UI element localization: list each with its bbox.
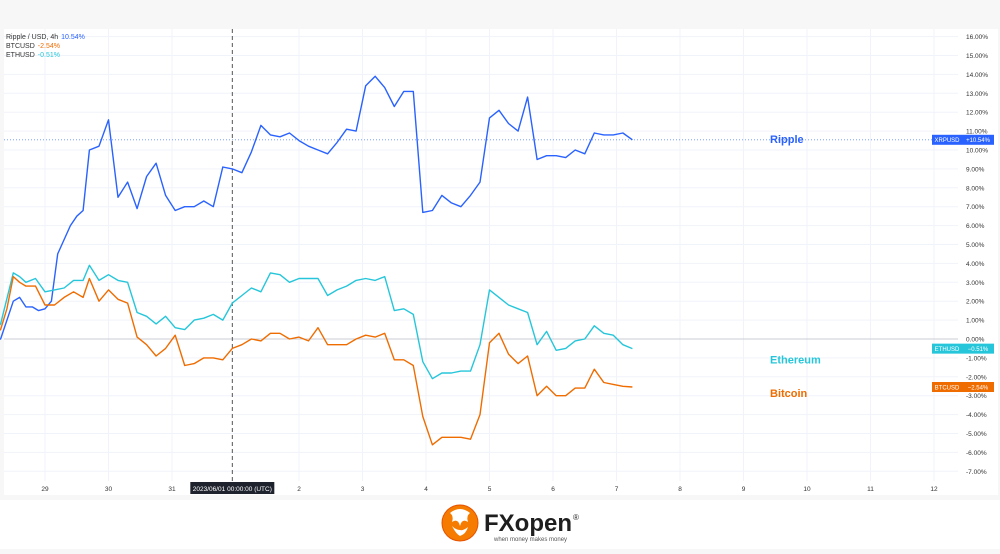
- x-tick-label: 30: [105, 486, 113, 493]
- y-tick-label: 2.00%: [966, 299, 985, 306]
- y-tick-label: -1.00%: [966, 355, 987, 362]
- x-tick-label: 9: [742, 486, 746, 493]
- y-tick-label: 4.00%: [966, 261, 985, 268]
- y-tick-label: 7.00%: [966, 204, 985, 211]
- y-tick-label: 12.00%: [966, 110, 988, 117]
- x-tick-label: 5: [488, 486, 492, 493]
- series-tag-symbol: [932, 134, 962, 145]
- legend-symbol: Ripple / USD, 4h: [6, 34, 59, 41]
- legend-value: -2.54%: [37, 43, 60, 50]
- registered-mark: ®: [573, 513, 579, 522]
- y-tick-label: -3.00%: [966, 393, 987, 400]
- x-tick-label: 10: [803, 486, 811, 493]
- chart-area: 16.00% 15.00% 14.00% 13.00% 12.00% 11.00% 10.0…: [0, 29, 998, 495]
- x-tick-label: 31: [168, 486, 176, 493]
- y-tick-label: 6.00%: [966, 223, 985, 230]
- y-tick-label: -2.00%: [966, 374, 987, 381]
- y-tick-label: 5.00%: [966, 242, 985, 249]
- x-tick-label: 12: [930, 486, 938, 493]
- series-tag-value: [962, 382, 994, 393]
- series-tag-value-text: +10.54%: [966, 138, 991, 144]
- crosshair-time-badge: [190, 482, 275, 494]
- legend-symbol: ETHUSD: [6, 52, 35, 59]
- brand-tagline: when money makes money: [493, 537, 567, 543]
- series-tag-value-text: −2.54%: [968, 385, 989, 391]
- legend-row-ripple: Ripple / USD, 4h 10.54%: [6, 33, 88, 42]
- legend-row-btc: BTCUSD -2.54%: [6, 42, 88, 51]
- x-tick-label: 4: [424, 486, 428, 493]
- y-tick-label: 8.00%: [966, 185, 985, 192]
- x-tick-label: 11: [867, 486, 874, 493]
- y-tick-label: 9.00%: [966, 166, 985, 173]
- chart-svg: 16.00% 15.00% 14.00% 13.00% 12.00% 11.00% 10.0…: [0, 29, 998, 495]
- x-tick-label: 2: [297, 486, 301, 493]
- y-tick-label: 14.00%: [966, 72, 988, 79]
- y-tick-label: -6.00%: [966, 450, 987, 457]
- crosshair-time-label: 2023/06/01 00:00:00 (UTC): [193, 486, 272, 493]
- series-name-label: Ripple: [770, 134, 804, 146]
- series-line-ethereum: [0, 264, 633, 380]
- legend-value: 10.54%: [61, 34, 85, 41]
- series-tag-value: [962, 134, 994, 145]
- series-tag-symbol-text: ETHUSD: [935, 347, 960, 353]
- plot-background: [4, 29, 958, 481]
- x-tick-label: 29: [41, 486, 49, 493]
- footer: FXopen ® when money makes money: [0, 500, 1000, 549]
- y-axis-panel: [958, 29, 998, 481]
- y-tick-label: 13.00%: [966, 91, 988, 98]
- y-tick-label: 15.00%: [966, 53, 988, 60]
- x-tick-label: 7: [615, 486, 619, 493]
- y-tick-label: 16.00%: [966, 34, 988, 41]
- y-tick-label: 0.00%: [966, 337, 985, 344]
- y-tick-label: 10.00%: [966, 148, 988, 155]
- y-tick-label: 3.00%: [966, 280, 985, 287]
- y-tick-label: -5.00%: [966, 431, 987, 438]
- brand-name: FXopen: [484, 510, 572, 537]
- x-tick-label: 6: [551, 486, 555, 493]
- series-tag-symbol-text: BTCUSD: [935, 385, 960, 391]
- legend-symbol: BTCUSD: [6, 43, 35, 50]
- footer-logo: FXopen ® when money makes money: [441, 504, 579, 543]
- series-tag-symbol-text: XRPUSD: [934, 138, 960, 144]
- y-tick-label: 1.00%: [966, 318, 985, 325]
- legend-value: -0.51%: [37, 52, 60, 59]
- x-tick-label: 3: [361, 486, 365, 493]
- legend-row-eth: ETHUSD -0.51%: [6, 51, 88, 60]
- series-line-bitcoin: [0, 275, 633, 446]
- series-tag-symbol: [932, 343, 962, 354]
- series-tag-value: [962, 343, 994, 354]
- series-tag-symbol: [932, 382, 962, 393]
- y-tick-label: -7.00%: [966, 469, 987, 476]
- series-name-label: Ethereum: [770, 355, 821, 367]
- series-line-ripple: [0, 75, 633, 340]
- series-tag-value-text: −0.51%: [968, 347, 989, 353]
- x-tick-label: 8: [678, 486, 682, 493]
- lion-logo-icon: [441, 504, 479, 542]
- y-tick-label: 11.00%: [966, 129, 988, 136]
- chart-legend: Ripple / USD, 4h 10.54% BTCUSD -2.54% ETHU…: [6, 33, 88, 60]
- series-name-label: Bitcoin: [770, 388, 808, 400]
- x-axis-panel: [4, 481, 998, 495]
- y-tick-label: -4.00%: [966, 412, 987, 419]
